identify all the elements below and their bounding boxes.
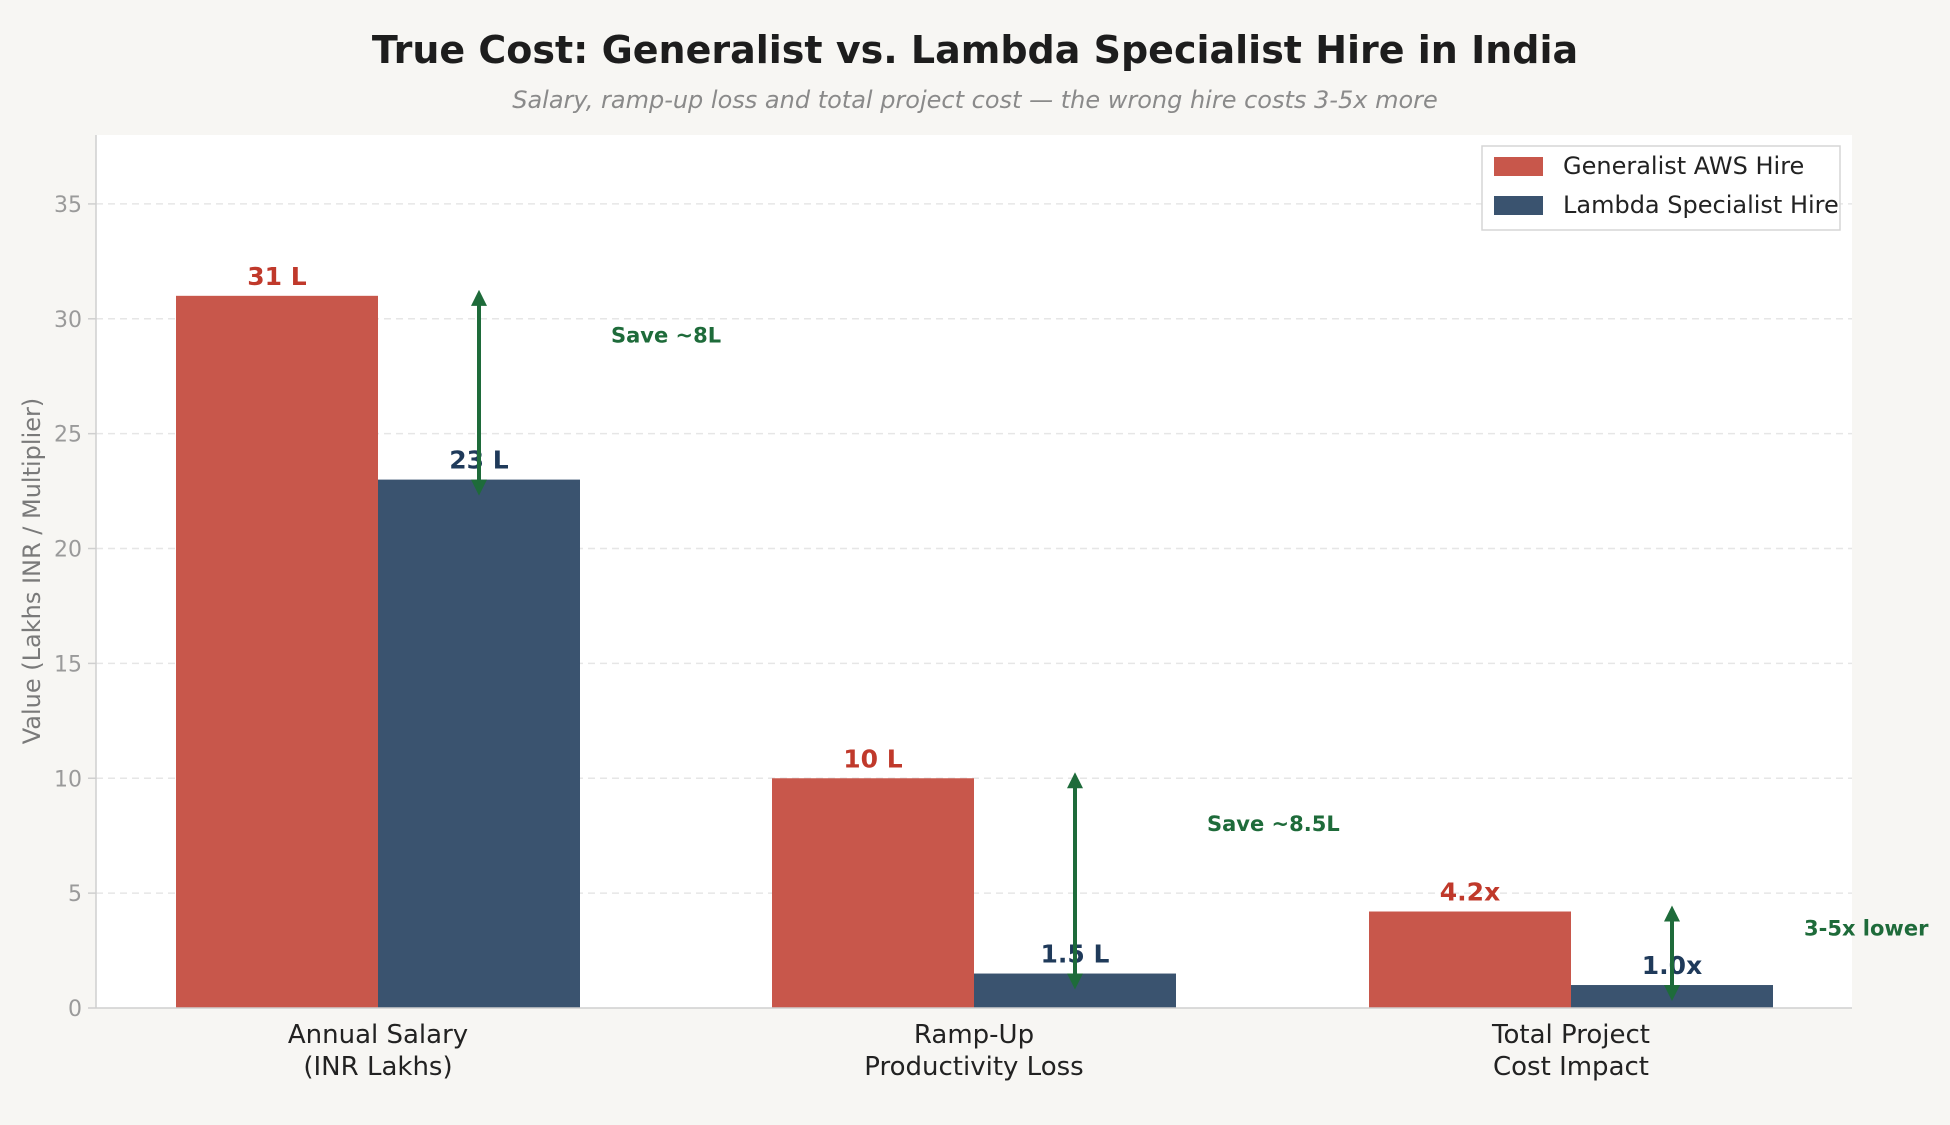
chart-title: True Cost: Generalist vs. Lambda Special… (372, 28, 1578, 72)
bar-generalist (176, 295, 378, 1008)
category-label: Total Project (1491, 1020, 1650, 1050)
legend: Generalist AWS Hire Lambda Specialist Hir… (1481, 145, 1841, 231)
bars (176, 295, 1773, 1009)
x-axis-categories: Annual Salary(INR Lakhs) Ramp-UpProductiv… (288, 1020, 1650, 1082)
y-tick-label: 5 (68, 882, 82, 907)
y-axis-ticks: 0 5 10 15 20 25 30 35 (54, 193, 96, 1022)
value-label: 4.2x (1440, 878, 1500, 907)
y-tick-label: 0 (68, 997, 82, 1022)
savings-label: 3-5x lower (1804, 916, 1929, 940)
annotations: Save ~8L Save ~8.5L 3-5x lower (471, 289, 1929, 1002)
legend-label: Lambda Specialist Hire (1563, 191, 1839, 219)
y-tick-label: 30 (54, 308, 82, 333)
category-label: (INR Lakhs) (303, 1052, 452, 1082)
y-tick-label: 35 (54, 193, 82, 218)
legend-swatch (1494, 157, 1543, 176)
category-label: Cost Impact (1493, 1052, 1649, 1082)
category-label: Annual Salary (288, 1020, 468, 1050)
category-label: Ramp-Up (914, 1020, 1034, 1050)
y-tick-label: 20 (54, 538, 82, 563)
bar-specialist (378, 479, 580, 1009)
legend-swatch (1494, 196, 1543, 215)
savings-label: Save ~8.5L (1207, 812, 1340, 836)
value-label: 10 L (843, 744, 902, 773)
value-label: 31 L (247, 262, 306, 291)
savings-label: Save ~8L (611, 324, 721, 348)
y-tick-label: 15 (54, 652, 82, 677)
chart-subtitle: Salary, ramp-up loss and total project c… (512, 86, 1438, 114)
y-tick-label: 10 (54, 767, 82, 792)
bar-generalist (1369, 911, 1571, 1008)
legend-label: Generalist AWS Hire (1563, 152, 1804, 180)
y-axis-label: Value (Lakhs INR / Multiplier) (18, 398, 46, 745)
y-tick-label: 25 (54, 423, 82, 448)
category-label: Productivity Loss (864, 1052, 1083, 1082)
bar-generalist (772, 778, 974, 1008)
